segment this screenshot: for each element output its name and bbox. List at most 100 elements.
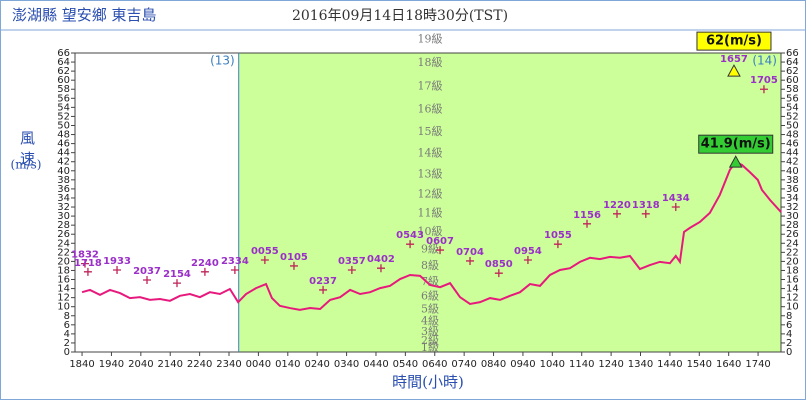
beaufort-label: 14級 [418,147,443,160]
x-tick-label: 2340 [216,359,241,370]
gust-time-label: 0105 [280,252,308,263]
gust-time-label: 2154 [163,269,191,280]
y-tick-label: 4 [64,329,70,340]
x-tick-label: 0340 [334,359,359,370]
x-tick-label: 2140 [158,359,183,370]
gust-marker [143,275,152,284]
gust-marker [113,266,122,275]
max-label-box [698,134,774,154]
y-tick-label: 12 [786,293,799,304]
beaufort-label: 12級 [418,187,443,200]
max-marker [728,155,743,168]
x-tick-label: 1440 [657,359,682,370]
gust-time-label: 1933 [103,256,131,267]
y-tick-label: 20 [786,256,799,267]
chart-title: 澎湖縣 望安鄉 東吉島 [12,6,157,24]
y-tick-label: 6 [786,320,792,331]
beaufort-label: 5級 [421,303,439,316]
y-tick-label: 38 [786,175,799,186]
gust-marker [172,279,181,288]
x-tick-label: 1540 [687,359,712,370]
x-tick-label: 0040 [246,359,271,370]
gust-time-label: 0402 [367,254,395,265]
y-tick-label: 26 [57,229,70,240]
y-tick-label: 8 [786,311,792,322]
y-tick-label: 2 [64,338,70,349]
x-tick-label: 0240 [304,359,329,370]
y-tick-label: 66 [57,48,70,59]
gust-marker [406,240,415,249]
y-tick-label: 38 [57,175,70,186]
beaufort-label: 8級 [421,259,439,272]
y-tick-label: 60 [786,75,799,86]
y-tick-label: 40 [786,166,799,177]
y-tick-label: 10 [786,302,799,313]
x-tick-label: 1240 [598,359,623,370]
y-tick-label: 50 [57,120,70,131]
y-tick-label: 42 [786,157,799,168]
gust-time-label: 1718 [74,258,102,269]
beaufort-label: 19級 [418,32,443,45]
gust-marker [612,209,621,218]
y-tick-label: 30 [786,211,799,222]
beaufort-label: 16級 [418,103,443,116]
beaufort-label: 3級 [421,325,439,338]
x-tick-label: 1140 [569,359,594,370]
beaufort-label: 6級 [421,289,439,302]
gust-time-label: 0055 [251,246,279,257]
y-tick-label: 54 [786,102,799,113]
x-tick-label: 0840 [481,359,506,370]
y-tick-label: 10 [57,302,70,313]
y-tick-label: 62 [57,66,70,77]
gust-marker [260,256,269,265]
gust-time-label: 1318 [632,200,660,211]
chart-subtitle: 2016年09月14日18時30分(TST) [292,8,508,24]
gust-marker [80,259,89,268]
mean-wind-line [81,160,782,311]
beaufort-label: 13級 [418,167,443,180]
gust-marker [376,264,385,273]
y-tick-label: 46 [786,139,799,150]
x-tick-label: 2240 [187,359,212,370]
beaufort-label: 2級 [421,334,439,347]
gust-time-label: 1055 [544,230,572,241]
gust-marker [759,85,768,94]
max-label: 41.9(m/s) [701,137,771,152]
day-label: (14) [752,54,777,68]
y-tick-label: 12 [57,293,70,304]
y-tick-label: 22 [57,247,70,258]
y-tick-label: 46 [57,139,70,150]
gust-time-label: 1705 [750,75,778,86]
y-tick-label: 56 [786,93,799,104]
gust-marker [319,285,328,294]
y-tick-label: 0 [64,347,70,358]
gust-time-label: 2334 [221,256,249,267]
y-tick-label: 34 [57,193,70,204]
y-tick-label: 60 [57,75,70,86]
y-tick-label: 22 [786,247,799,258]
y-tick-label: 42 [57,157,70,168]
x-tick-label: 0140 [275,359,300,370]
beaufort-label: 17級 [418,79,443,92]
y-tick-label: 2 [786,338,792,349]
gust-marker [200,267,209,276]
x-axis-label: 時間(小時) [392,373,464,391]
y-tick-label: 40 [57,166,70,177]
gust-marker [289,261,298,270]
y-tick-label: 4 [786,329,792,340]
gust-time-label: 0704 [456,247,484,258]
y-tick-label: 50 [786,120,799,131]
gust-time-label: 0607 [426,236,454,247]
y-tick-label: 44 [786,148,799,159]
plot-area-after [238,53,781,352]
y-tick-label: 14 [786,284,799,295]
y-tick-label: 30 [57,211,70,222]
x-tick-label: 1840 [69,359,94,370]
y-tick-label: 56 [57,93,70,104]
gust-time-label: 0954 [514,246,542,257]
gust-time-label: 1657 [720,54,748,65]
beaufort-label: 1級 [421,341,439,354]
beaufort-label: 10級 [418,225,443,238]
max-marker [727,64,741,77]
